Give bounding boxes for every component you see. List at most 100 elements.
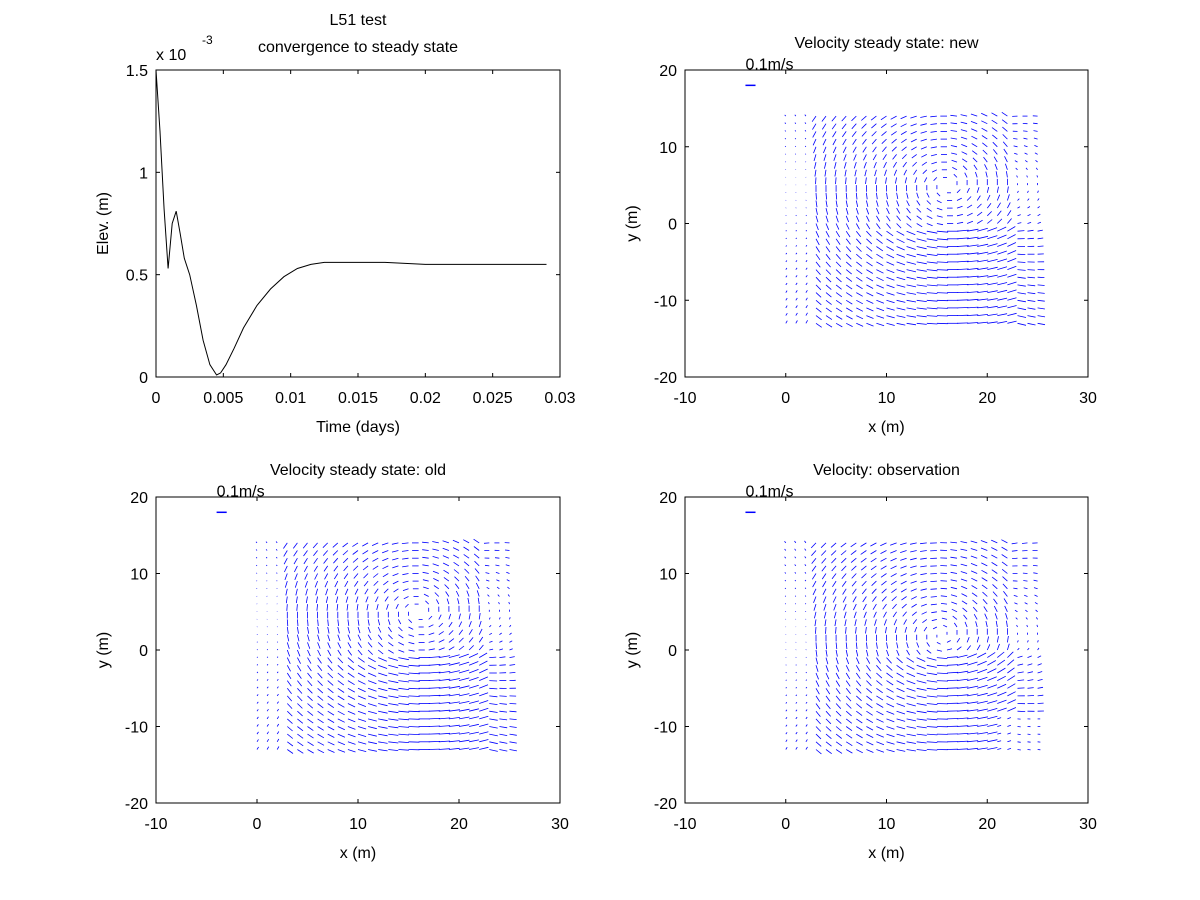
vector-arrow xyxy=(317,672,323,679)
vector-arrow xyxy=(977,275,989,278)
vector-arrow xyxy=(327,695,334,701)
vector-arrow xyxy=(266,716,269,720)
vector-arrow xyxy=(931,619,937,622)
vector-arrow xyxy=(388,741,399,744)
vector-arrow xyxy=(970,540,978,544)
vector-arrow xyxy=(930,115,937,118)
vector-arrow xyxy=(479,692,489,697)
vector-arrow xyxy=(286,642,290,649)
vector-arrow xyxy=(841,123,847,130)
vector-arrow xyxy=(866,642,868,649)
vector-arrow xyxy=(910,115,917,119)
vector-arrow xyxy=(886,223,892,229)
vector-arrow xyxy=(883,161,887,169)
vector-arrow xyxy=(845,665,850,672)
vector-arrow xyxy=(967,298,979,301)
vector-arrow xyxy=(468,645,474,651)
vector-arrow xyxy=(961,600,968,605)
y-tick-label: 1.5 xyxy=(126,63,148,80)
vector-arrow xyxy=(880,550,887,554)
vector-arrow xyxy=(347,726,356,730)
vector-arrow xyxy=(946,648,953,651)
vector-arrow xyxy=(987,274,998,278)
vector-arrow xyxy=(946,656,958,658)
vector-arrow xyxy=(853,154,857,161)
chart-subtitle: convergence to steady state xyxy=(258,39,458,56)
vector-arrow xyxy=(1007,635,1009,643)
vector-arrow xyxy=(337,619,339,626)
vector-arrow xyxy=(936,207,943,211)
vector-arrow xyxy=(991,576,998,582)
vector-arrow xyxy=(821,115,827,122)
vector-arrow xyxy=(453,554,460,559)
vector-arrow xyxy=(987,235,998,240)
vector-arrow xyxy=(866,672,872,679)
vector-arrow xyxy=(916,223,923,228)
vector-arrow xyxy=(1007,724,1012,727)
vector-arrow xyxy=(286,688,292,694)
vector-arrow xyxy=(825,672,830,680)
vector-arrow xyxy=(1017,733,1021,735)
vector-arrow xyxy=(950,594,958,597)
vector-arrow xyxy=(956,654,968,658)
vector-arrow xyxy=(317,634,320,642)
vector-arrow xyxy=(468,629,473,635)
vector-arrow xyxy=(825,208,829,215)
vector-arrow xyxy=(509,617,511,620)
vector-arrow xyxy=(442,547,450,551)
vector-arrow xyxy=(408,703,420,705)
vector-arrow xyxy=(1033,130,1038,132)
vector-arrow xyxy=(347,695,356,700)
vector-arrow xyxy=(976,644,981,651)
vector-arrow xyxy=(910,580,917,584)
vector-arrow xyxy=(307,703,314,709)
vector-arrow xyxy=(834,619,837,627)
vector-arrow xyxy=(977,314,989,316)
vector-arrow xyxy=(387,619,391,626)
vector-arrow xyxy=(896,223,902,229)
vector-arrow xyxy=(813,154,817,162)
vector-arrow xyxy=(825,292,832,298)
vector-arrow xyxy=(398,634,404,639)
vector-arrow xyxy=(286,634,290,642)
vector-arrow xyxy=(953,622,958,628)
vector-arrow xyxy=(991,562,998,567)
vector-arrow xyxy=(794,153,797,155)
vector-arrow xyxy=(266,708,269,712)
x-tick-label: 20 xyxy=(978,816,996,833)
vector-arrow xyxy=(996,194,1001,201)
vector-arrow xyxy=(408,680,420,682)
vector-arrow xyxy=(966,212,973,217)
vector-arrow xyxy=(850,557,857,563)
vector-arrow xyxy=(342,550,349,556)
vector-arrow xyxy=(448,701,460,704)
vector-arrow xyxy=(464,575,470,582)
vector-arrow xyxy=(488,617,491,620)
vector-arrow xyxy=(987,259,998,263)
vector-arrow xyxy=(1017,276,1026,279)
vector-arrow xyxy=(352,550,359,555)
vector-arrow xyxy=(950,549,958,551)
vector-arrow xyxy=(916,710,927,714)
vector-arrow xyxy=(398,703,410,706)
vector-arrow xyxy=(438,639,445,643)
vector-arrow xyxy=(317,695,324,701)
vector-arrow xyxy=(894,626,897,634)
vector-arrow xyxy=(987,219,993,224)
vector-arrow xyxy=(794,548,797,551)
vector-arrow xyxy=(815,741,822,747)
vector-arrow xyxy=(926,695,938,698)
vector-arrow xyxy=(997,289,1008,293)
vector-arrow xyxy=(785,260,788,263)
vector-arrow xyxy=(382,557,389,562)
vector-arrow xyxy=(489,625,492,628)
vector-arrow xyxy=(956,670,969,674)
vector-arrow xyxy=(378,680,388,684)
vector-arrow xyxy=(987,668,997,674)
vector-arrow xyxy=(855,642,858,649)
vector-arrow xyxy=(851,580,857,587)
vector-arrow xyxy=(996,210,1002,217)
vector-arrow xyxy=(967,306,979,309)
vector-arrow xyxy=(436,599,440,605)
vector-arrow xyxy=(835,238,841,245)
